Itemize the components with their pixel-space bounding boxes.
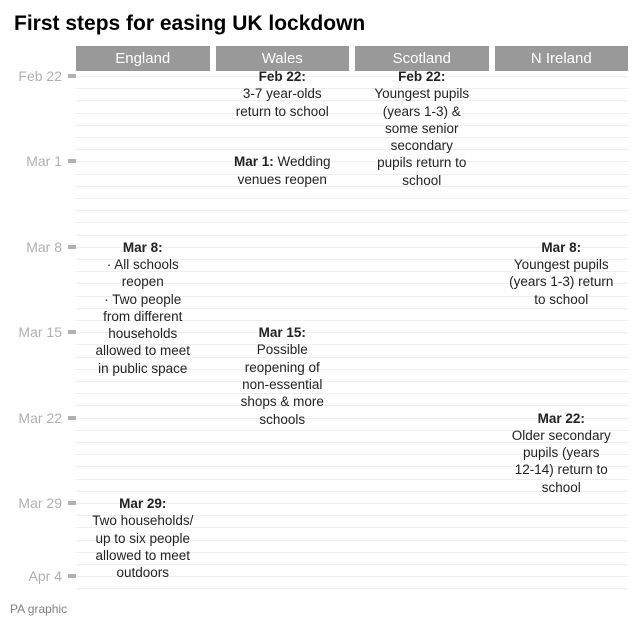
date-tick — [68, 74, 76, 78]
timeline-event: Mar 8:· All schoolsreopen· Two peoplefro… — [78, 239, 208, 377]
event-body-line: (years 1-3) & — [357, 103, 487, 120]
footer-credit: PA graphic — [10, 602, 67, 616]
date-label: Mar 22 — [0, 410, 68, 426]
date-axis: Feb 22 Mar 1 Mar 8 Mar 15 Mar 22 Mar 29 Apr 4 — [0, 46, 72, 594]
timeline-event: Mar 29:Two households/up to six peopleal… — [78, 495, 208, 581]
columns-container: EnglandMar 8:· All schoolsreopen· Two pe… — [76, 46, 628, 594]
event-body-line: up to six people — [78, 530, 208, 547]
event-body-line: some senior — [357, 120, 487, 137]
date-label: Mar 8 — [0, 239, 68, 255]
event-body-line: · All schools — [78, 256, 208, 273]
date-label: Feb 22 — [0, 68, 68, 84]
timeline-chart: Feb 22Mar 1Mar 8Mar 15Mar 22Mar 29Apr 4 … — [0, 46, 640, 594]
event-body-line: · Two people — [78, 291, 208, 308]
event-body-line: 3-7 year-olds — [218, 85, 348, 102]
date-label: Mar 29 — [0, 495, 68, 511]
column-header: N Ireland — [495, 46, 629, 71]
event-body-line: schools — [218, 411, 348, 428]
event-body-line: outdoors — [78, 564, 208, 581]
event-body-line: school — [357, 172, 487, 189]
date-label: Mar 1 — [0, 153, 68, 169]
event-body-line: secondary — [357, 137, 487, 154]
column: WalesFeb 22:3-7 year-oldsreturn to schoo… — [216, 46, 350, 594]
event-date: Mar 15: — [218, 324, 348, 341]
event-body-line: school — [497, 479, 627, 496]
event-date: Mar 8: — [78, 239, 208, 256]
event-body-line: to school — [497, 291, 627, 308]
column: ScotlandFeb 22:Youngest pupils(years 1-3… — [355, 46, 489, 594]
event-body-line: return to school — [218, 103, 348, 120]
timeline-event: Feb 22:Youngest pupils(years 1-3) &some … — [357, 68, 487, 189]
date-tick — [68, 501, 76, 505]
timeline-event: Mar 8:Youngest pupils(years 1-3) returnt… — [497, 239, 627, 308]
event-body-line: households — [78, 325, 208, 342]
event-body-line: 12-14) return to — [497, 461, 627, 478]
event-body-line: Youngest pupils — [497, 256, 627, 273]
event-body-line: (years 1-3) return — [497, 273, 627, 290]
event-date: Feb 22: — [218, 68, 348, 85]
event-body-line: pupils (years — [497, 444, 627, 461]
event-body-line: from different — [78, 308, 208, 325]
date-tick — [68, 574, 76, 578]
column: N Ireland Mar 8:Youngest pupils(years 1-3… — [495, 46, 629, 594]
event-date: Feb 22: — [357, 68, 487, 85]
timeline-event: Feb 22:3-7 year-oldsreturn to school — [218, 68, 348, 120]
timeline-event: Mar 22:Older secondarypupils (years12-14… — [497, 410, 627, 496]
event-body-line: Older secondary — [497, 427, 627, 444]
column-header: England — [76, 46, 210, 71]
column: England Mar 8:· All schoolsreopen· Two pe… — [76, 46, 210, 594]
date-tick — [68, 330, 76, 334]
event-body-line: Youngest pupils — [357, 85, 487, 102]
event-date: Mar 22: — [497, 410, 627, 427]
event-body-line: Two households/ — [78, 512, 208, 529]
event-date: Mar 8: — [497, 239, 627, 256]
event-body-line: pupils return to — [357, 154, 487, 171]
event-body-line: in public space — [78, 360, 208, 377]
event-body-line: shops & more — [218, 393, 348, 410]
date-label: Apr 4 — [0, 568, 68, 584]
date-tick — [68, 159, 76, 163]
event-body-line: allowed to meet — [78, 547, 208, 564]
event-date: Mar 29: — [78, 495, 208, 512]
event-body-line: Possible — [218, 341, 348, 358]
timeline-event: Mar 1: Wedding venues reopen — [218, 153, 348, 188]
event-body-line: allowed to meet — [78, 342, 208, 359]
date-label: Mar 15 — [0, 324, 68, 340]
date-tick — [68, 416, 76, 420]
event-body-line: reopening of — [218, 359, 348, 376]
event-body-line: non-essential — [218, 376, 348, 393]
timeline-event: Mar 15:Possiblereopening ofnon-essential… — [218, 324, 348, 428]
date-tick — [68, 245, 76, 249]
page-title: First steps for easing UK lockdown — [0, 0, 640, 46]
event-body-line: reopen — [78, 273, 208, 290]
event-date: Mar 1: — [234, 154, 274, 169]
